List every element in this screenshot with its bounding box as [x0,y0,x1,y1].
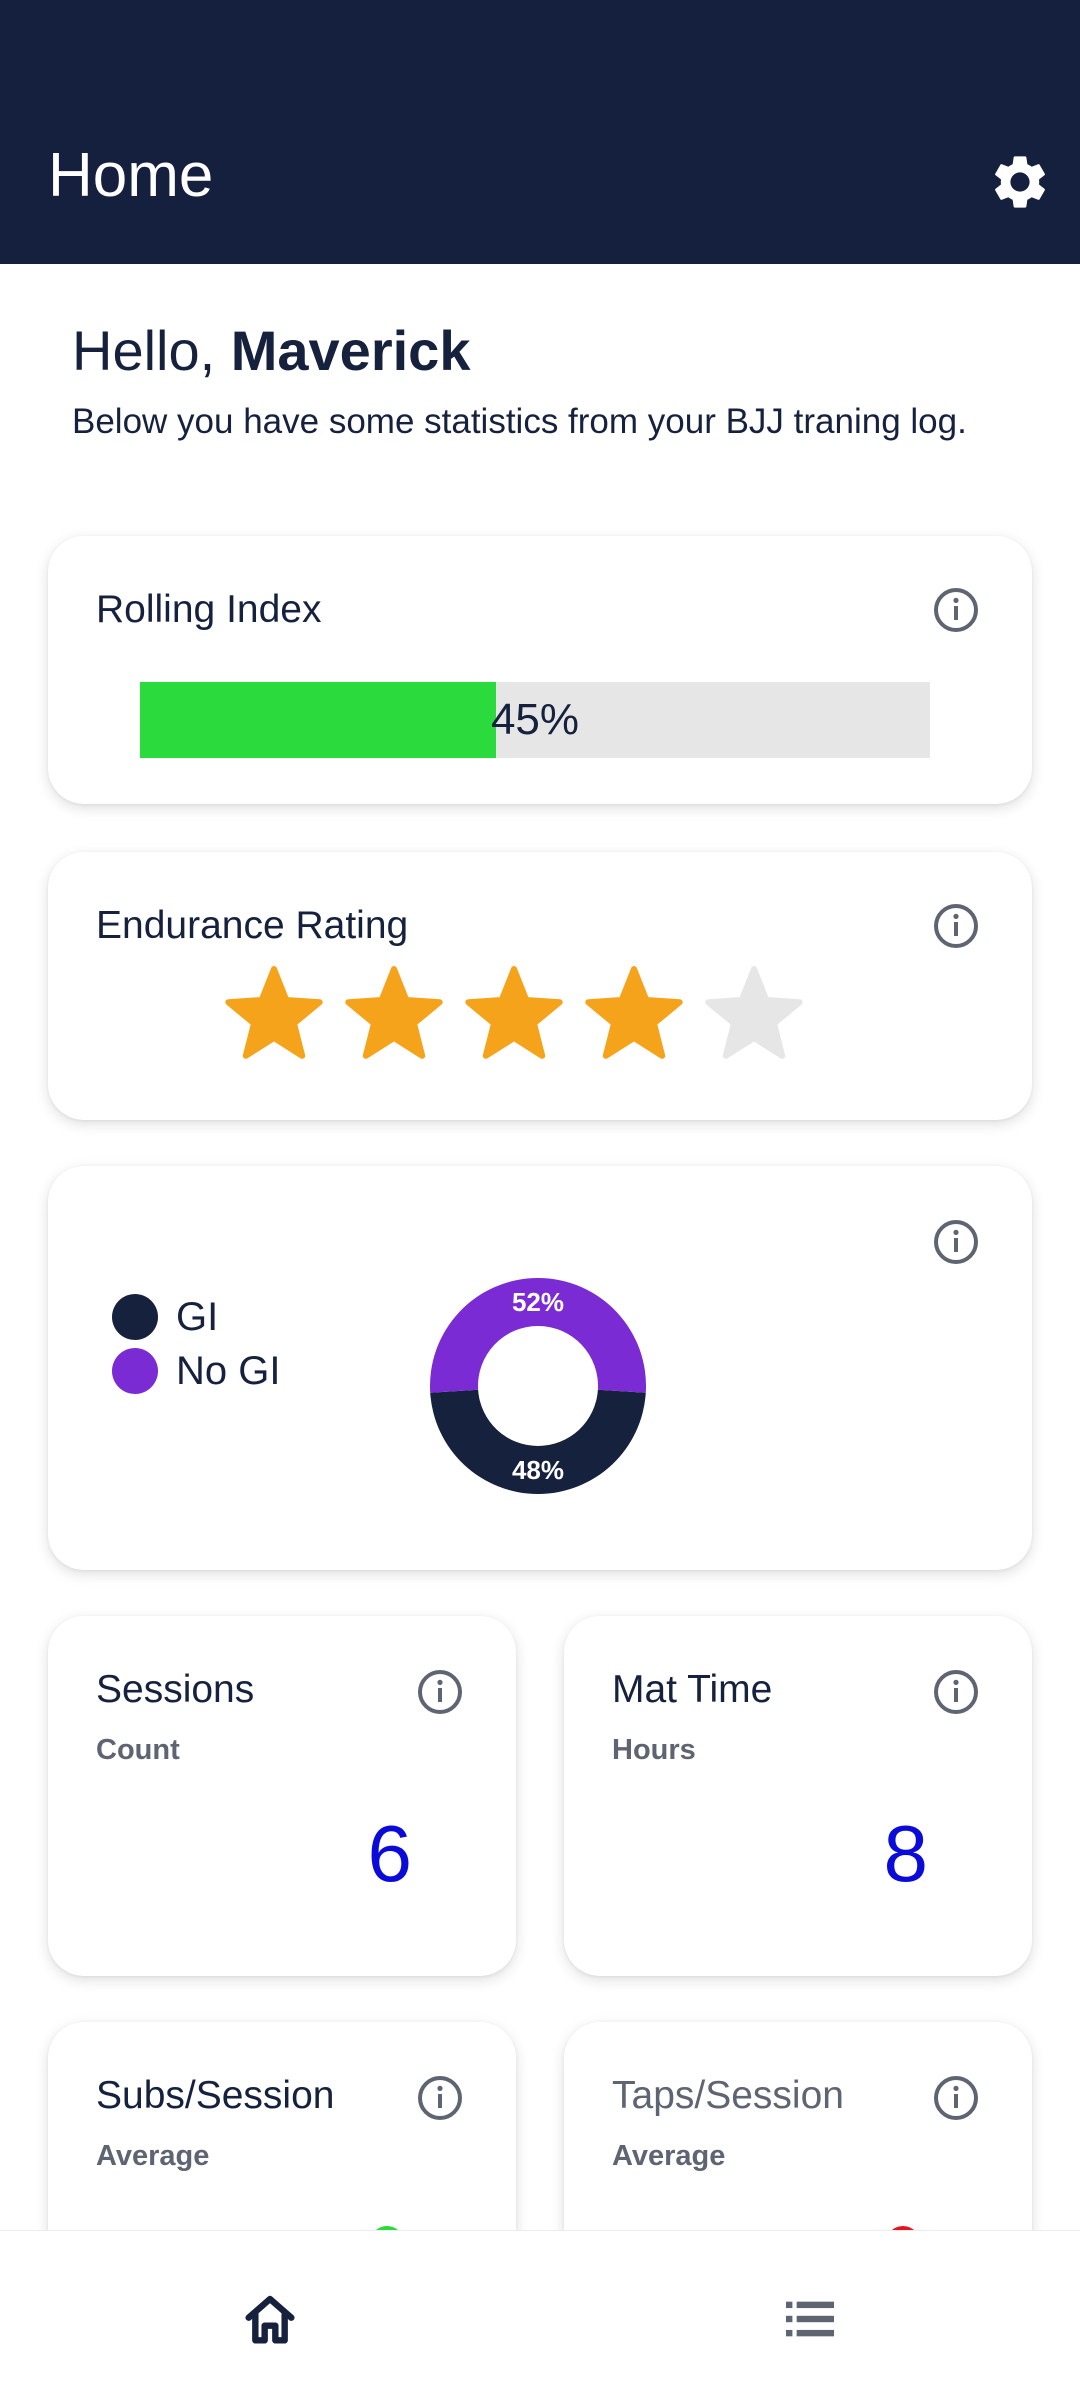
donut-label-gi: 48% [512,1455,564,1485]
legend-swatch [112,1294,158,1340]
rolling-index-bar: 45% [140,682,930,758]
info-icon[interactable] [932,2074,980,2122]
bottom-navigation [0,2230,1080,2400]
user-name: Maverick [230,319,471,382]
card-subtitle: Average [96,2140,210,2172]
endurance-stars [224,964,884,1064]
card-subtitle: Hours [612,1734,696,1766]
star-filled-icon [345,966,443,1059]
app-header: Home [0,0,1080,264]
info-icon[interactable] [932,1218,980,1266]
gear-icon[interactable] [988,150,1052,214]
card-title: Subs/Session [96,2074,335,2117]
legend-label: GI [176,1295,219,1339]
chart-legend: GI No GI [112,1294,412,1402]
card-title: Sessions [96,1668,255,1711]
rolling-index-value: 45% [490,695,580,744]
page-title: Home [48,141,214,210]
gi-split-donut-chart: 48% 52% [430,1278,646,1494]
greeting-prefix: Hello, [72,319,231,382]
greeting-heading: Hello, Maverick [72,318,470,383]
star-empty-icon [705,966,803,1059]
donut-slice-gi [430,1389,646,1494]
rolling-index-fill [140,682,496,758]
info-icon[interactable] [932,1668,980,1716]
card-title: Mat Time [612,1668,773,1711]
info-icon[interactable] [416,1668,464,1716]
star-filled-icon [465,966,563,1059]
legend-item-gi: GI [112,1294,412,1348]
gi-split-card: GI No GI 48% 52% [48,1166,1032,1570]
legend-label: No GI [176,1349,281,1393]
info-icon[interactable] [416,2074,464,2122]
donut-label-no-gi: 52% [512,1287,564,1317]
sessions-count-value: 6 [367,1809,413,1898]
info-icon[interactable] [932,902,980,950]
list-icon[interactable] [778,2287,842,2351]
card-title: Rolling Index [96,588,322,631]
card-subtitle: Average [612,2140,726,2172]
intro-text: Below you have some statistics from your… [72,402,967,441]
home-icon[interactable] [238,2287,302,2351]
card-subtitle: Count [96,1734,180,1766]
mat-time-value: 8 [883,1809,929,1898]
info-icon[interactable] [932,586,980,634]
sessions-card: Sessions Count 6 [48,1616,516,1976]
legend-swatch [112,1348,158,1394]
rolling-index-card: Rolling Index 45% [48,536,1032,804]
star-filled-icon [225,966,323,1059]
donut-slice-no-gi [430,1278,646,1393]
card-title: Endurance Rating [96,904,409,947]
endurance-rating-card: Endurance Rating [48,852,1032,1120]
legend-item-no-gi: No GI [112,1348,412,1402]
card-title: Taps/Session [612,2074,844,2117]
star-filled-icon [585,966,683,1059]
mat-time-card: Mat Time Hours 8 [564,1616,1032,1976]
